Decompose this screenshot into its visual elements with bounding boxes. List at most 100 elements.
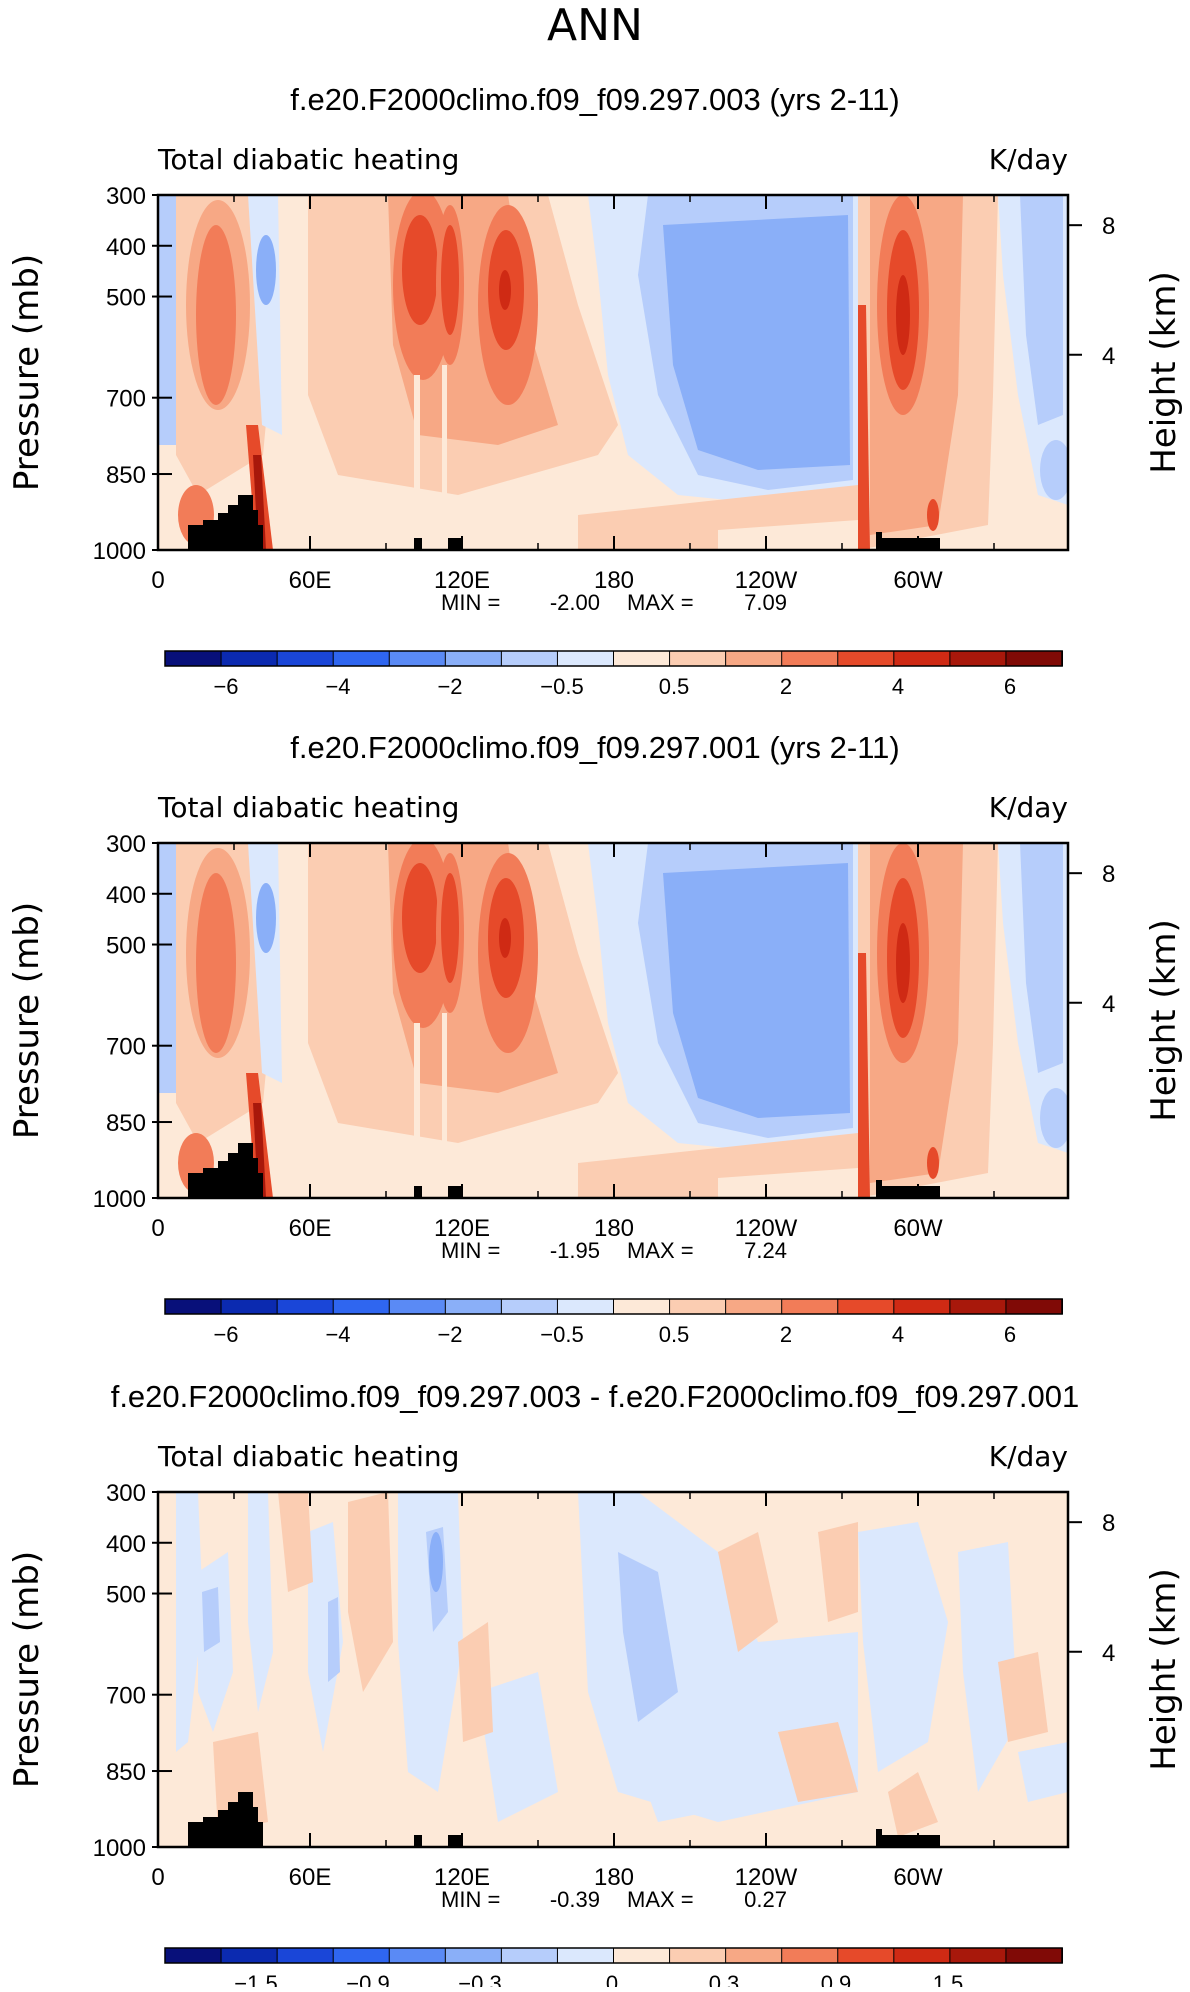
colorbar-swatch [893, 1298, 951, 1315]
field-positive-lobe [858, 953, 870, 1198]
colorbar-swatch [669, 650, 727, 667]
orography-maritime [448, 538, 462, 550]
stat-min-label: MIN = [441, 590, 500, 615]
stat-min-label: MIN = [441, 1238, 500, 1263]
colorbar-swatch [781, 650, 839, 667]
colorbar-swatch [556, 1947, 615, 1964]
panel-variable-label: Total diabatic heating [157, 143, 459, 176]
colorbar-frame [164, 1947, 1063, 1964]
field-gap [414, 1023, 420, 1198]
y-tick-label: 400 [106, 234, 146, 261]
colorbar-swatch [1005, 650, 1063, 667]
y-tick-label: 500 [106, 285, 146, 312]
orography-africa [188, 1143, 263, 1198]
field-gap [442, 1013, 447, 1198]
y-tick-label: 300 [106, 1480, 146, 1507]
colorbar-swatch [444, 1947, 503, 1964]
colorbar-swatch [332, 1298, 391, 1315]
field-negative-lobe [1040, 440, 1068, 500]
colorbar-swatch [837, 650, 895, 667]
stat-min-label: MIN = [441, 1887, 500, 1912]
colorbar-label: 0 [606, 1971, 618, 1987]
colorbar-frame [164, 1298, 1063, 1315]
stat-min-value: -2.00 [550, 590, 600, 615]
y-right-axis-label: Height (km) [1144, 1568, 1184, 1771]
diff-positive-region [778, 1722, 858, 1802]
colorbar-swatch [1005, 1947, 1063, 1964]
panel-units-label: K/day [989, 791, 1068, 824]
colorbar-label: 4 [892, 674, 904, 699]
field-positive-lobe [896, 923, 910, 1003]
diff-positive-region [348, 1492, 393, 1692]
colorbar-swatch [276, 1298, 335, 1315]
y-tick-label: 300 [106, 831, 146, 858]
x-tick-label: 60W [893, 567, 943, 594]
diff-negative-lobe [429, 1532, 443, 1592]
orography-tibet [414, 1186, 422, 1198]
colorbar-label: −4 [325, 1322, 350, 1347]
y-right-tick-label: 8 [1102, 1510, 1115, 1537]
colorbar-swatch [725, 650, 783, 667]
colorbar-swatch [837, 1947, 895, 1964]
field-gap [414, 375, 420, 550]
y-right-tick-label: 8 [1102, 213, 1115, 240]
field-negative-region [1020, 195, 1063, 425]
colorbar-label: −2 [437, 674, 462, 699]
y-right-tick-label: 4 [1102, 1640, 1115, 1667]
y-tick-label: 700 [106, 1683, 146, 1710]
y-tick-label: 500 [106, 1582, 146, 1609]
panel-field [158, 195, 1068, 550]
stat-max-label: MAX = [627, 1238, 694, 1263]
stat-max-value: 7.09 [744, 590, 787, 615]
y-tick-label: 400 [106, 882, 146, 909]
orography-tibet [414, 1835, 422, 1847]
field-negative-region [663, 215, 850, 470]
colorbar-label: 0.3 [709, 1971, 740, 1987]
x-tick-label: 180 [594, 567, 634, 594]
y-tick-label: 1000 [93, 1835, 146, 1862]
diff-positive-region [718, 1532, 778, 1652]
x-tick-label: 120W [735, 1215, 798, 1242]
panel-units-label: K/day [989, 143, 1068, 176]
diff-negative-region [618, 1692, 808, 1822]
diff-negative-region [958, 1542, 1018, 1792]
field-positive-lobe [441, 873, 459, 983]
panel-2: f.e20.F2000climo.f09_f09.297.001 (yrs 2-… [7, 730, 1184, 1347]
field-negative-region [158, 843, 176, 1093]
y-tick-label: 1000 [93, 538, 146, 565]
colorbar-swatch [500, 650, 559, 667]
colorbar-swatch [500, 1947, 559, 1964]
x-tick-label: 180 [594, 1864, 634, 1891]
colorbar-label: 2 [780, 674, 792, 699]
y-axis-label: Pressure (mb) [7, 902, 47, 1139]
field-positive-lobe [402, 215, 438, 325]
field-negative-region [663, 863, 850, 1118]
x-tick-label: 60W [893, 1864, 943, 1891]
field-negative-region [1020, 843, 1063, 1073]
field-positive-lobe [499, 918, 511, 958]
colorbar-swatch [444, 650, 503, 667]
field-positive-region [718, 1168, 858, 1198]
field-positive-lobe [196, 225, 236, 405]
y-tick-label: 1000 [93, 1186, 146, 1213]
diff-negative-region [858, 1522, 948, 1772]
panel-title: f.e20.F2000climo.f09_f09.297.003 - f.e20… [111, 1379, 1080, 1414]
colorbar-label: −0.9 [346, 1971, 389, 1987]
colorbar-swatch [837, 1298, 895, 1315]
stat-max-value: 7.24 [744, 1238, 787, 1263]
colorbar-swatch [893, 650, 951, 667]
panel-3: f.e20.F2000climo.f09_f09.297.003 - f.e20… [7, 1379, 1184, 1992]
panel-variable-label: Total diabatic heating [157, 791, 459, 824]
colorbar-swatch [220, 1298, 279, 1315]
y-tick-label: 500 [106, 933, 146, 960]
orography-andes [876, 1829, 940, 1847]
field-negative-region [158, 195, 176, 445]
diff-negative-region [176, 1492, 203, 1752]
colorbar-label: 0.5 [659, 674, 690, 699]
colorbar-swatch [388, 1947, 447, 1964]
colorbar-label: −1.5 [234, 1971, 277, 1987]
y-tick-label: 700 [106, 386, 146, 413]
colorbar-label: 4 [892, 1322, 904, 1347]
